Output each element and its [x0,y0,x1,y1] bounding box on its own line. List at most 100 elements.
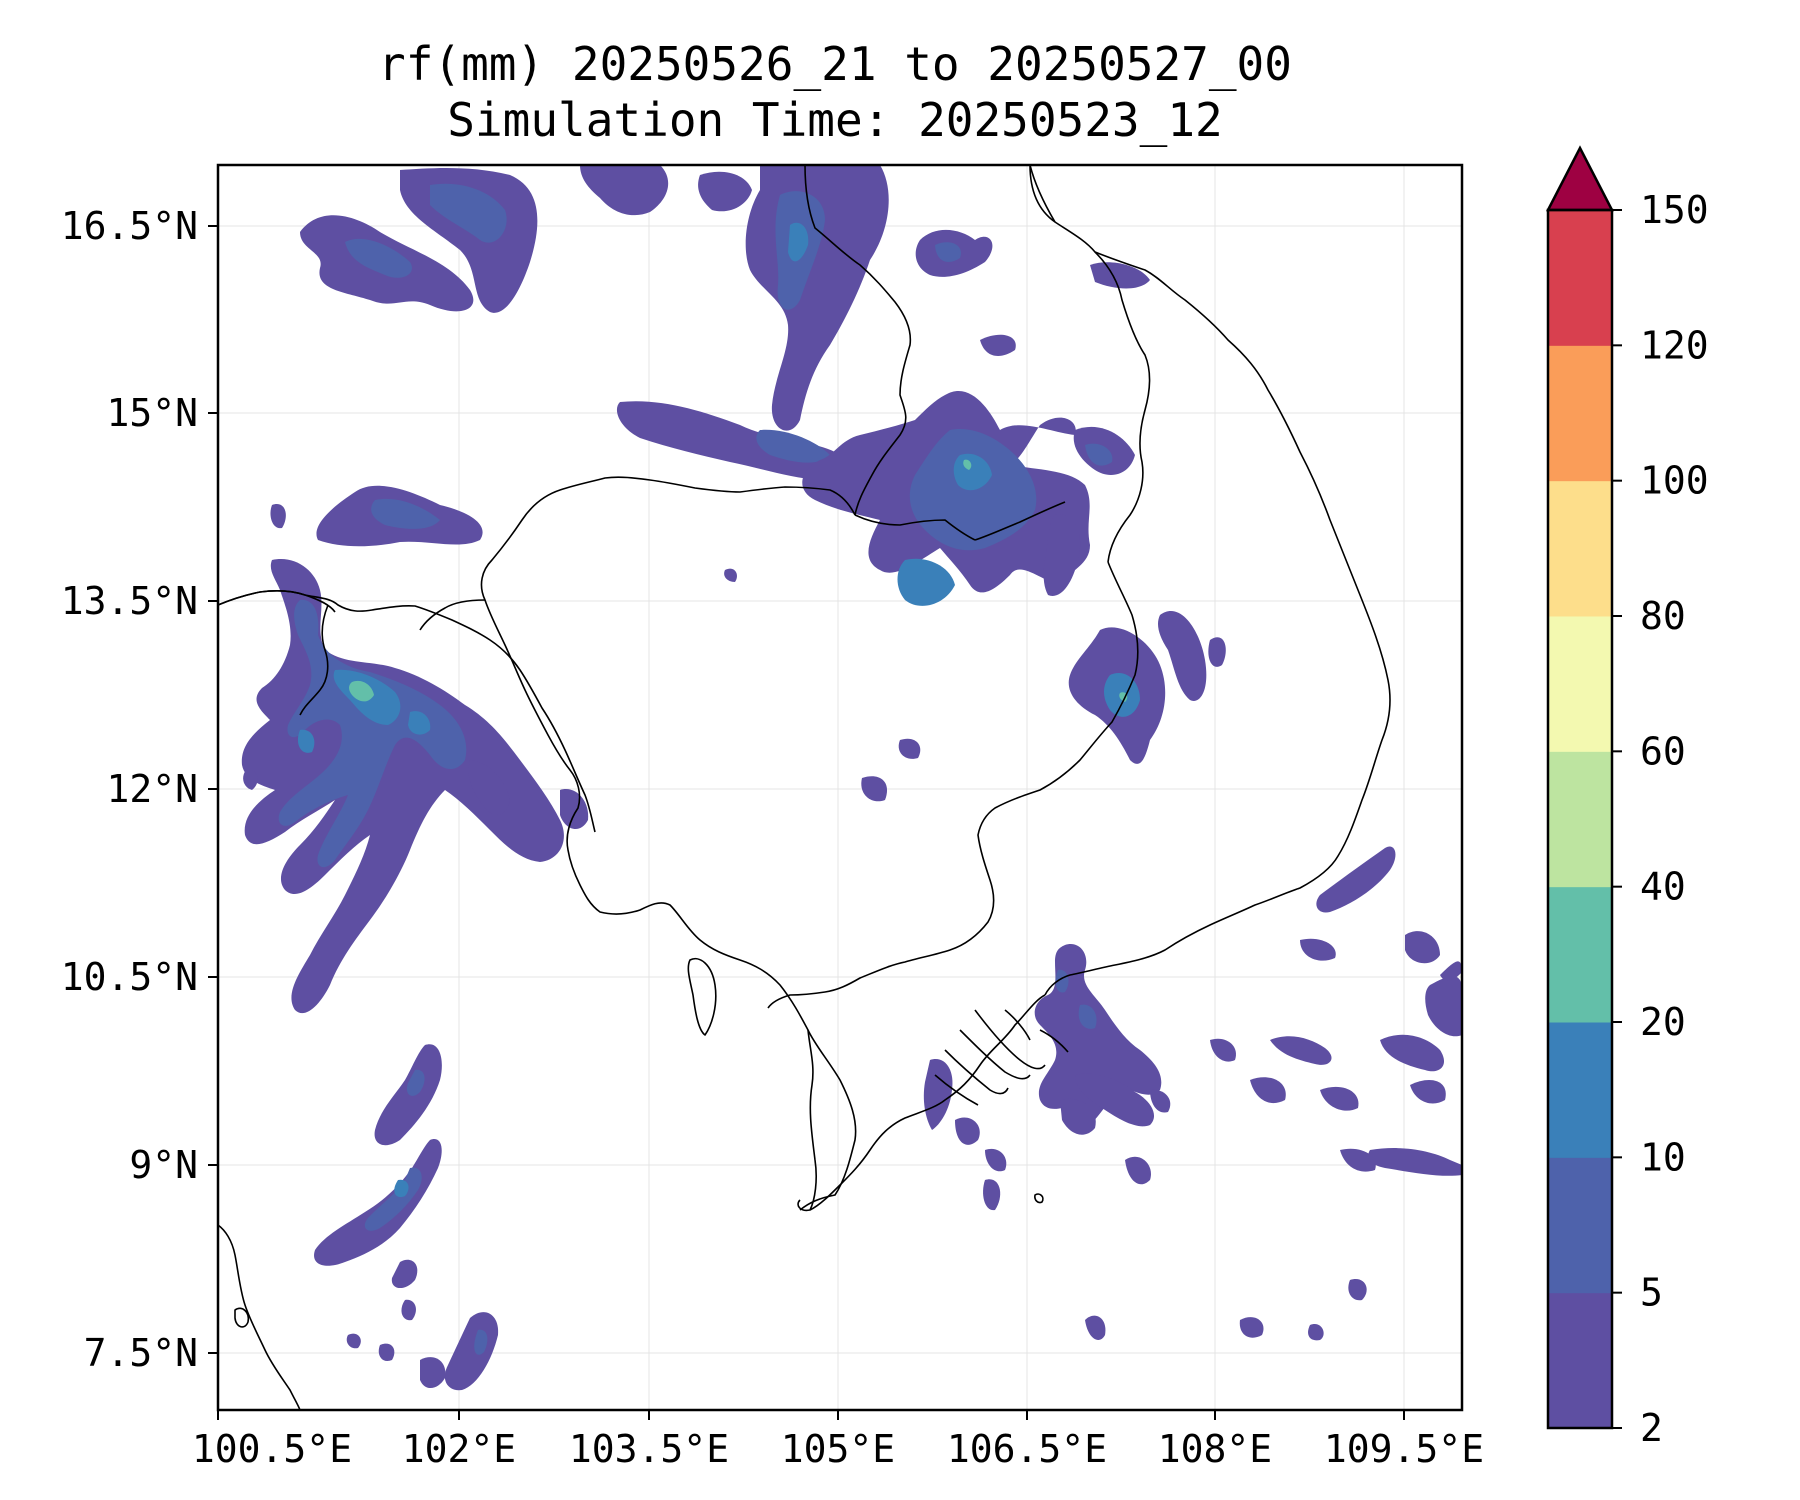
rain-area [1150,1089,1171,1113]
rain-area [560,789,589,830]
rain-area [374,1044,442,1146]
chart-subtitle: Simulation Time: 20250523_12 [447,93,1222,147]
rain-area [420,1357,446,1389]
rain-area [1043,514,1081,596]
rain-area [408,711,431,735]
rain-area [1034,944,1162,1128]
rain-area [1348,1279,1367,1301]
y-tick-label: 7.5°N [84,1331,198,1375]
rain-area [345,238,412,278]
rain-area [1368,1148,1462,1176]
rain-area [1425,976,1462,1037]
chart-title: rf(mm) 20250526_21 to 20250527_00 [378,37,1292,91]
y-tick-label: 13.5°N [61,579,198,623]
rainfall-field [241,165,1462,1391]
colorbar-frame [1546,208,1614,1430]
rain-area [1085,1315,1106,1340]
rain-area [349,680,374,702]
colorbar-segment [1548,751,1612,888]
y-axis-ticks: 16.5°N 15°N 13.5°N 12°N 10.5°N 9°N 7.5°N [61,204,218,1375]
rain-area [935,242,961,262]
colorbar-tick-label: 100 [1640,459,1709,503]
colorbar-segment [1548,345,1612,482]
map-frame [216,163,1464,1412]
rain-area [1090,262,1150,289]
colorbar-tick-label: 40 [1640,865,1686,909]
rain-area [1075,1073,1155,1127]
x-tick-label: 106.5°E [947,1427,1107,1471]
colorbar-tick-label: 120 [1640,323,1709,367]
colorbar-segment [1548,1157,1612,1294]
rain-area [1340,1148,1376,1172]
rain-area [698,171,752,212]
rain-area [1060,1098,1096,1135]
colorbar-segment [1548,1022,1612,1158]
rain-area [394,1179,409,1198]
rain-area [401,1299,416,1321]
rain-area [314,1139,442,1266]
rain-area [788,222,809,262]
rain-area [985,1148,1007,1172]
colorbar-segment [1548,210,1612,346]
rain-area [1239,1317,1264,1338]
rain-area [1125,1156,1151,1185]
y-tick-label: 16.5°N [61,204,198,248]
colorbar-tick-label: 2 [1640,1406,1663,1450]
colorbar-extend-arrow [1545,145,1615,212]
rain-area [1405,931,1440,964]
rain-area [955,1117,980,1145]
rain-area [1250,1077,1286,1104]
rain-area [1055,969,1069,993]
rain-area [1320,1086,1359,1111]
colorbar-segment [1548,480,1612,617]
rain-area [1085,443,1113,466]
rain-area [371,498,440,529]
rain-area [391,1259,418,1289]
colorbar: 2 5 10 20 40 60 80 100 120 150 [1545,145,1709,1450]
x-tick-label: 103.5°E [569,1427,729,1471]
colorbar-tick-label: 150 [1640,188,1709,232]
rain-area [474,1329,488,1355]
rain-area [980,334,1016,356]
y-tick-label: 15°N [106,391,198,435]
colorbar-segment [1548,1292,1612,1429]
rain-area [756,429,830,463]
rain-area [1440,961,1462,981]
colorbar-tick-label: 60 [1640,729,1686,773]
rain-area [580,165,669,216]
rain-area [346,1333,361,1349]
coastlines [218,165,1391,1410]
rain-area [1208,637,1226,667]
colorbar-tick-label: 5 [1640,1271,1663,1315]
rain-area [616,401,844,481]
y-tick-label: 10.5°N [61,955,198,999]
rain-area [406,1069,425,1096]
rain-area [923,1059,953,1130]
rain-area [297,729,315,753]
rain-area [1316,846,1396,913]
rain-area [1300,938,1336,961]
x-tick-label: 100.5°E [192,1427,352,1471]
x-axis-ticks: 100.5°E 102°E 103.5°E 105°E 106.5°E 108°… [192,1410,1484,1471]
rain-area [270,504,286,529]
colorbar-tick-label: 80 [1640,594,1686,638]
rain-area [243,769,258,790]
rain-area [1157,611,1207,701]
rain-area [983,1179,1001,1211]
rain-area [1410,1080,1446,1104]
x-tick-label: 102°E [402,1427,516,1471]
rain-area [1380,1034,1445,1072]
x-tick-label: 105°E [781,1427,895,1471]
colorbar-segment [1548,616,1612,752]
x-tick-label: 109.5°E [1324,1427,1484,1471]
map-area [216,163,1464,1412]
x-tick-label: 108°E [1158,1427,1272,1471]
rain-area [468,760,510,815]
rain-area [898,738,921,759]
rain-area [430,183,507,243]
gridlines [218,165,1462,1410]
rain-area [1078,1004,1097,1029]
rain-area [861,776,888,802]
rain-area [724,568,737,582]
